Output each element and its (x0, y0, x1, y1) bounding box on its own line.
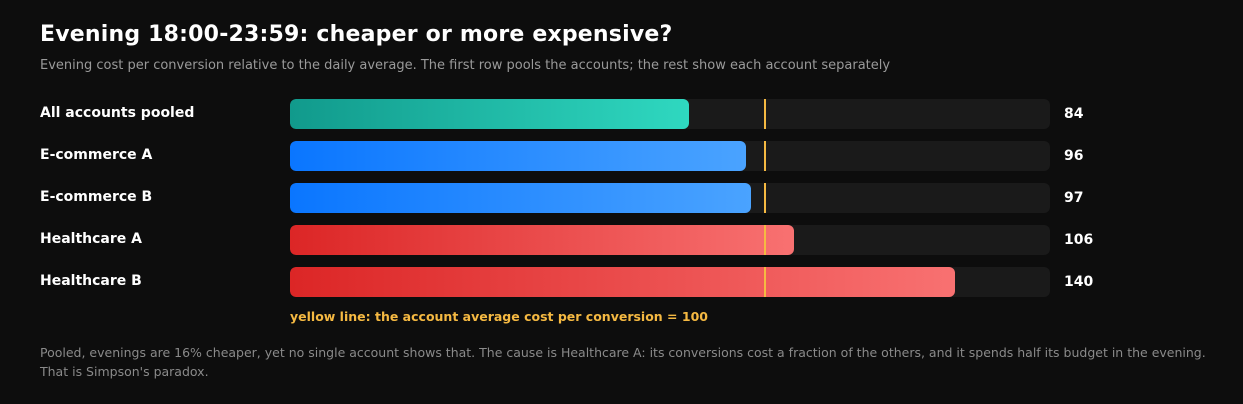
value-label: 97 (1064, 190, 1084, 206)
bar (290, 225, 794, 255)
bar-row: E-commerce B 97 (0, 183, 1243, 213)
bar (290, 141, 746, 171)
bar-track (290, 183, 1050, 213)
value-label: 106 (1064, 232, 1094, 248)
bar-rows: All accounts pooled 84 E-commerce A 96 E-com… (0, 99, 1243, 309)
value-label: 96 (1064, 148, 1084, 164)
reference-line (764, 225, 766, 255)
value-label: 140 (1064, 274, 1094, 290)
category-label: Healthcare B (40, 273, 142, 289)
category-label: All accounts pooled (40, 105, 195, 121)
bar (290, 183, 751, 213)
reference-line (764, 183, 766, 213)
bar-track (290, 267, 1050, 297)
bar (290, 99, 689, 129)
bar-row: Healthcare A 106 (0, 225, 1243, 255)
reference-line-note: yellow line: the account average cost pe… (290, 309, 708, 324)
value-label: 84 (1064, 106, 1084, 122)
reference-line (764, 141, 766, 171)
bar-track (290, 141, 1050, 171)
bar-row: E-commerce A 96 (0, 141, 1243, 171)
bar-row: Healthcare B 140 (0, 267, 1243, 297)
footnote: Pooled, evenings are 16% cheaper, yet no… (40, 345, 1206, 379)
reference-line (764, 99, 766, 129)
bar-track (290, 99, 1050, 129)
chart-title: Evening 18:00-23:59: cheaper or more exp… (40, 22, 673, 47)
bar-track (290, 225, 1050, 255)
category-label: E-commerce B (40, 189, 153, 205)
reference-line (764, 267, 766, 297)
chart-subtitle: Evening cost per conversion relative to … (40, 58, 891, 73)
category-label: Healthcare A (40, 231, 142, 247)
category-label: E-commerce A (40, 147, 153, 163)
bar (290, 267, 955, 297)
bar-row: All accounts pooled 84 (0, 99, 1243, 129)
